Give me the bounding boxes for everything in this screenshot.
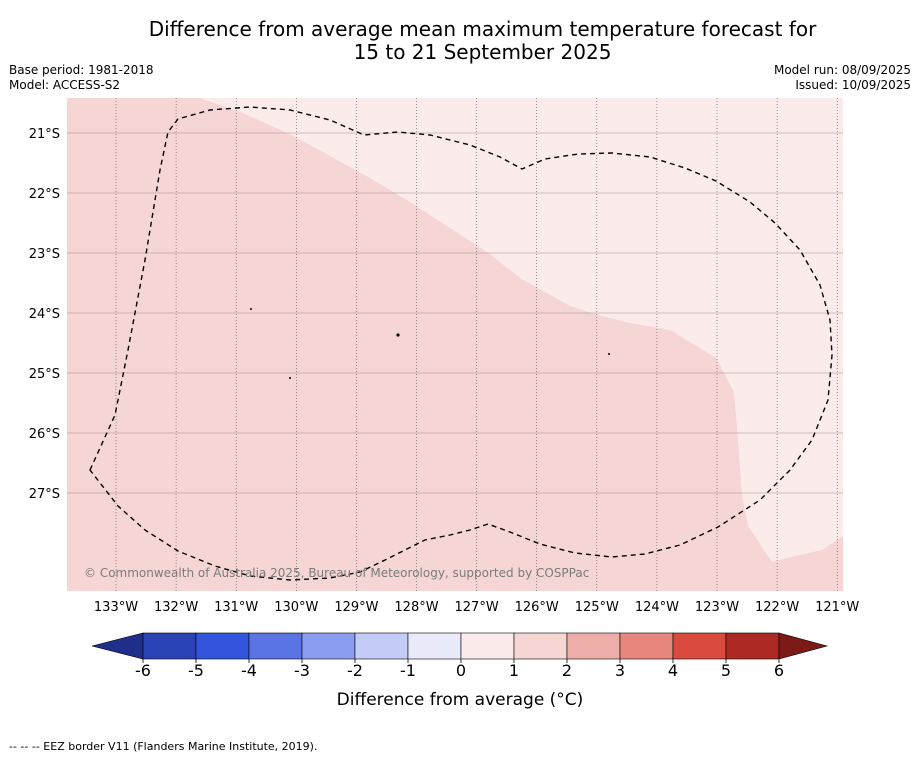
colorbar-segment <box>195 632 250 660</box>
longitude-label: 126°W <box>515 600 559 615</box>
longitude-label: 123°W <box>695 600 739 615</box>
latitude-label: 25°S <box>29 367 60 382</box>
longitude-label: 125°W <box>575 600 619 615</box>
longitude-label: 128°W <box>394 600 438 615</box>
colorbar-tick-label: 5 <box>721 661 731 680</box>
colorbar-extend-low <box>91 632 144 660</box>
colorbar-segment <box>566 632 621 660</box>
latitude-labels: 21°S 22°S 23°S 24°S 25°S 26°S 27°S <box>29 127 60 502</box>
latitude-label: 26°S <box>29 427 60 442</box>
latitude-label: 21°S <box>29 127 60 142</box>
colorbar-tick-label: 6 <box>774 661 784 680</box>
copyright-notice: © Commonwealth of Australia 2025, Bureau… <box>84 566 589 580</box>
longitude-label: 121°W <box>815 600 859 615</box>
colorbar-segment <box>619 632 674 660</box>
colorbar-tick-label: 2 <box>562 661 572 680</box>
model-name: Model: ACCESS-S2 <box>9 78 121 92</box>
longitude-label: 130°W <box>274 600 318 615</box>
map-title: Difference from average mean maximum tem… <box>0 18 919 64</box>
latitude-label: 23°S <box>29 247 60 262</box>
island-marker <box>396 333 400 337</box>
meta-right: Model run: 08/09/2025 Issued: 10/09/2025 <box>774 63 911 93</box>
colorbar-tick-label: 0 <box>456 661 466 680</box>
model-run: Model run: 08/09/2025 <box>773 63 911 77</box>
graticule <box>67 98 843 591</box>
colorbar-tick-label: 4 <box>668 661 678 680</box>
colorbar-segment <box>248 632 303 660</box>
island-marker <box>608 353 610 355</box>
longitude-label: 133°W <box>94 600 138 615</box>
island-marker <box>250 308 252 310</box>
colorbar-segment <box>725 632 780 660</box>
base-period: Base period: 1981-2018 <box>9 63 154 77</box>
colorbar-segment <box>513 632 568 660</box>
longitude-label: 131°W <box>214 600 258 615</box>
eez-border <box>89 106 833 581</box>
longitude-label: 124°W <box>635 600 679 615</box>
title-line-1: Difference from average mean maximum tem… <box>148 17 817 41</box>
colorbar-segment <box>142 632 197 660</box>
colorbar-extend-high <box>778 632 829 660</box>
latitude-label: 27°S <box>29 487 60 502</box>
colorbar-ticks: -6 -5 -4 -3 -2 -1 0 1 2 3 4 5 6 <box>135 659 784 680</box>
colorbar-segment <box>407 632 462 660</box>
eez-legend-note: -- -- -- EEZ border V11 (Flanders Marine… <box>9 740 318 753</box>
colorbar-tick-label: 1 <box>509 661 519 680</box>
colorbar-segments <box>91 632 829 660</box>
issued-date: Issued: 10/09/2025 <box>795 78 911 92</box>
longitude-label: 122°W <box>755 600 799 615</box>
map-area: © Commonwealth of Australia 2025, Bureau… <box>67 98 843 591</box>
longitude-label: 132°W <box>154 600 198 615</box>
island-markers <box>250 308 610 379</box>
colorbar-tick-label: -2 <box>347 661 363 680</box>
longitude-label: 127°W <box>455 600 499 615</box>
anomaly-1-to-2-region <box>67 98 843 591</box>
colorbar-segment <box>460 632 515 660</box>
colorbar-segment <box>301 632 356 660</box>
latitude-label: 24°S <box>29 307 60 322</box>
colorbar-segment <box>354 632 409 660</box>
colorbar-tick-label: -5 <box>188 661 204 680</box>
colorbar-label: Difference from average (°C) <box>337 690 584 710</box>
colorbar-tick-label: -6 <box>135 661 151 680</box>
colorbar-tick-label: -1 <box>400 661 416 680</box>
meta-left: Base period: 1981-2018 Model: ACCESS-S2 <box>9 63 154 93</box>
longitude-label: 129°W <box>334 600 378 615</box>
title-line-2: 15 to 21 September 2025 <box>353 40 612 64</box>
colorbar-tick-label: 3 <box>615 661 625 680</box>
colorbar-tick-label: -3 <box>294 661 310 680</box>
colorbar-segment <box>672 632 727 660</box>
colorbar-tick-label: -4 <box>241 661 257 680</box>
map: © Commonwealth of Australia 2025, Bureau… <box>29 98 860 615</box>
latitude-label: 22°S <box>29 187 60 202</box>
island-marker <box>289 377 291 379</box>
longitude-labels: 133°W 132°W 131°W 130°W 129°W 128°W 127°W 126°W… <box>94 600 860 615</box>
